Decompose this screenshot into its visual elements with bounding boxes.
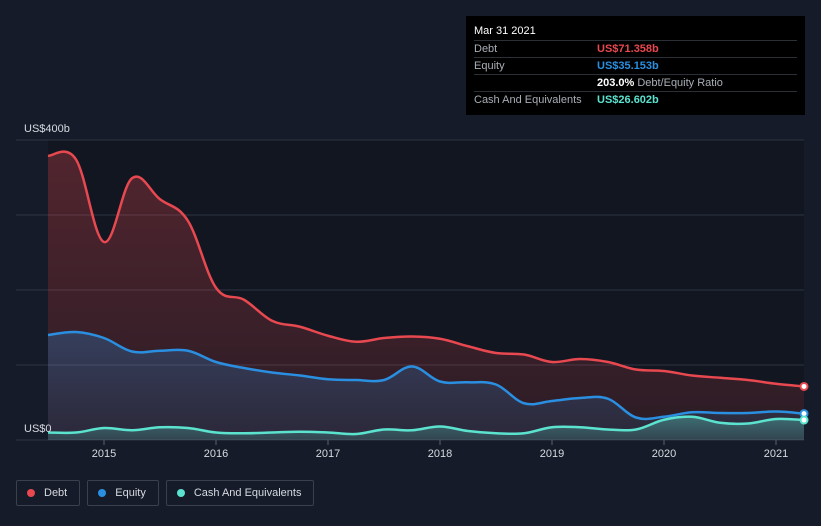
tooltip-row-debt: Debt US$71.358b — [474, 41, 797, 58]
legend-cash-label: Cash And Equivalents — [193, 487, 302, 499]
tooltip-row-ratio: 203.0% Debt/Equity Ratio — [474, 75, 797, 92]
tooltip-debt-value: US$71.358b — [597, 43, 659, 55]
tooltip-ratio-spacer — [474, 75, 597, 91]
tooltip-ratio-label: Debt/Equity Ratio — [637, 77, 723, 89]
legend-debt-dot-icon — [27, 489, 35, 497]
tooltip-date: Mar 31 2021 — [474, 23, 797, 41]
legend-equity-dot-icon — [98, 489, 107, 497]
legend-equity-label: Equity — [115, 487, 146, 499]
x-tick-label: 2018 — [428, 448, 452, 460]
equity-area — [48, 331, 804, 440]
x-tick-label: 2015 — [92, 448, 116, 460]
tooltip-equity-label: Equity — [474, 60, 505, 72]
y-axis-top-label: US$400b — [24, 123, 70, 135]
debt-end-marker — [799, 381, 809, 391]
cash-line — [47, 415, 805, 436]
legend-item-debt[interactable]: Debt — [16, 480, 81, 506]
data-tooltip: Mar 31 2021 Debt US$71.358b Equity US$35… — [466, 16, 805, 115]
equity-line — [47, 330, 805, 421]
legend-debt-label: Debt — [44, 487, 68, 499]
x-tick-label: 2017 — [316, 448, 340, 460]
tooltip-debt-label: Debt — [474, 43, 498, 55]
y-axis-bottom-label: US$0 — [24, 423, 52, 435]
x-tick-label: 2019 — [540, 448, 564, 460]
tooltip-equity-value: US$35.153b — [597, 60, 659, 72]
legend-item-cash[interactable]: Cash And Equivalents — [165, 480, 315, 506]
x-axis-ticks: 2015 2016 2017 2018 2019 2020 2021 — [92, 440, 788, 460]
tooltip-row-equity: Equity US$35.153b — [474, 58, 797, 75]
tooltip-ratio-value: 203.0% — [597, 77, 635, 89]
x-tick-label: 2020 — [652, 448, 676, 460]
series-lines — [47, 150, 805, 436]
tooltip-row-cash: Cash And Equivalents US$26.602b — [474, 92, 797, 108]
tooltip-cash-label: Cash And Equivalents — [474, 94, 582, 106]
cash-end-marker — [799, 415, 809, 425]
chart-legend: Debt Equity Cash And Equivalents — [16, 480, 321, 506]
tooltip-cash-value: US$26.602b — [597, 94, 659, 106]
x-tick-label: 2021 — [764, 448, 788, 460]
x-tick-label: 2016 — [204, 448, 228, 460]
debt-line — [47, 150, 805, 388]
legend-cash-dot-icon — [176, 489, 185, 497]
end-markers — [799, 381, 809, 425]
legend-item-equity[interactable]: Equity — [87, 480, 159, 506]
